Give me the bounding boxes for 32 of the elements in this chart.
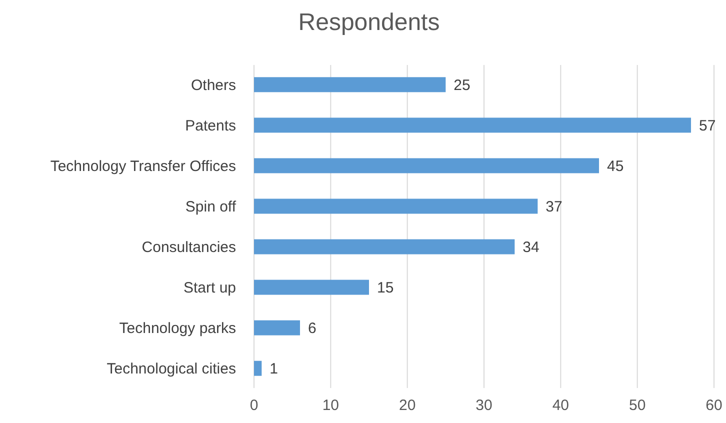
bar (254, 280, 369, 295)
data-label: 6 (308, 320, 316, 338)
y-tick-label: Technology parks (119, 320, 236, 338)
x-tick-label: 60 (706, 397, 722, 414)
y-tick-label: Consultancies (142, 239, 236, 256)
data-label: 25 (454, 76, 470, 94)
y-tick-label: Technological cities (106, 360, 236, 378)
y-tick-label: Others (190, 76, 236, 94)
y-tick-label: Technology Transfer Offices (50, 158, 236, 175)
y-tick-label: Start up (183, 280, 236, 297)
data-label: 34 (522, 239, 540, 256)
bar (254, 198, 538, 214)
data-label: 15 (377, 280, 394, 297)
y-tick-label: Patents (185, 117, 236, 134)
bar (254, 158, 599, 174)
x-tick-label: 10 (322, 397, 340, 414)
x-tick-label: 20 (398, 397, 416, 414)
chart-title: Respondents (298, 9, 440, 36)
x-tick-label: 30 (476, 397, 492, 414)
x-tick-label: 50 (628, 397, 646, 414)
bar (254, 320, 300, 336)
data-label: 1 (270, 360, 278, 378)
data-label: 45 (607, 158, 624, 175)
y-tick-label: Spin off (185, 198, 237, 216)
x-tick-label: 0 (250, 397, 258, 414)
bar (254, 77, 446, 92)
data-label: 57 (699, 117, 716, 134)
bar (254, 239, 515, 254)
data-label: 37 (546, 198, 562, 216)
bar (254, 360, 262, 376)
x-tick-label: 40 (552, 397, 570, 414)
bar (254, 118, 691, 133)
